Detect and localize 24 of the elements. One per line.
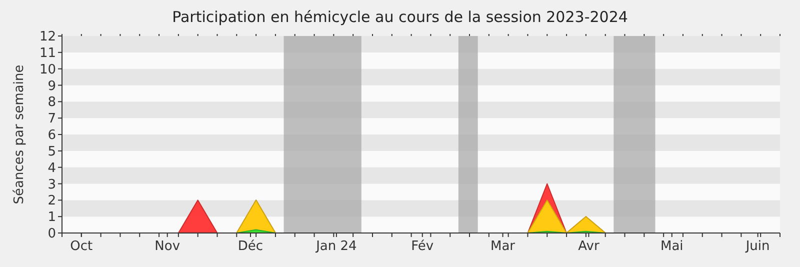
y-tick-label: 5 bbox=[48, 144, 56, 160]
y-tick-label: 2 bbox=[48, 194, 56, 209]
y-tick-label: 7 bbox=[48, 112, 56, 127]
y-tick-label: 11 bbox=[39, 46, 56, 61]
y-tick-label: 4 bbox=[48, 160, 56, 176]
y-tick-label: 12 bbox=[39, 30, 56, 44]
y-tick-label: 0 bbox=[48, 226, 56, 242]
x-tick-label: Nov bbox=[154, 239, 180, 254]
x-tick-label: Fév bbox=[411, 239, 434, 254]
chart-title: Participation en hémicycle au cours de la session 2023-2024 bbox=[172, 8, 628, 26]
y-tick-label: 1 bbox=[48, 210, 56, 226]
x-tick-label: Mai bbox=[660, 239, 684, 254]
y-tick-label: 6 bbox=[48, 128, 56, 143]
y-tick-label: 8 bbox=[48, 95, 56, 110]
x-tick-label: Juin bbox=[744, 239, 770, 254]
y-axis-title: Séances par semaine bbox=[12, 64, 27, 204]
x-tick-label: Mar bbox=[490, 239, 516, 254]
y-tick-label: 3 bbox=[48, 177, 56, 192]
x-tick-label: Oct bbox=[70, 239, 93, 254]
y-tick-label: 9 bbox=[48, 78, 56, 94]
x-tick-label: Jan 24 bbox=[315, 239, 357, 254]
x-tick-label: Avr bbox=[578, 239, 600, 254]
x-tick-label: Déc bbox=[238, 239, 264, 254]
y-tick-label: 10 bbox=[39, 62, 56, 78]
